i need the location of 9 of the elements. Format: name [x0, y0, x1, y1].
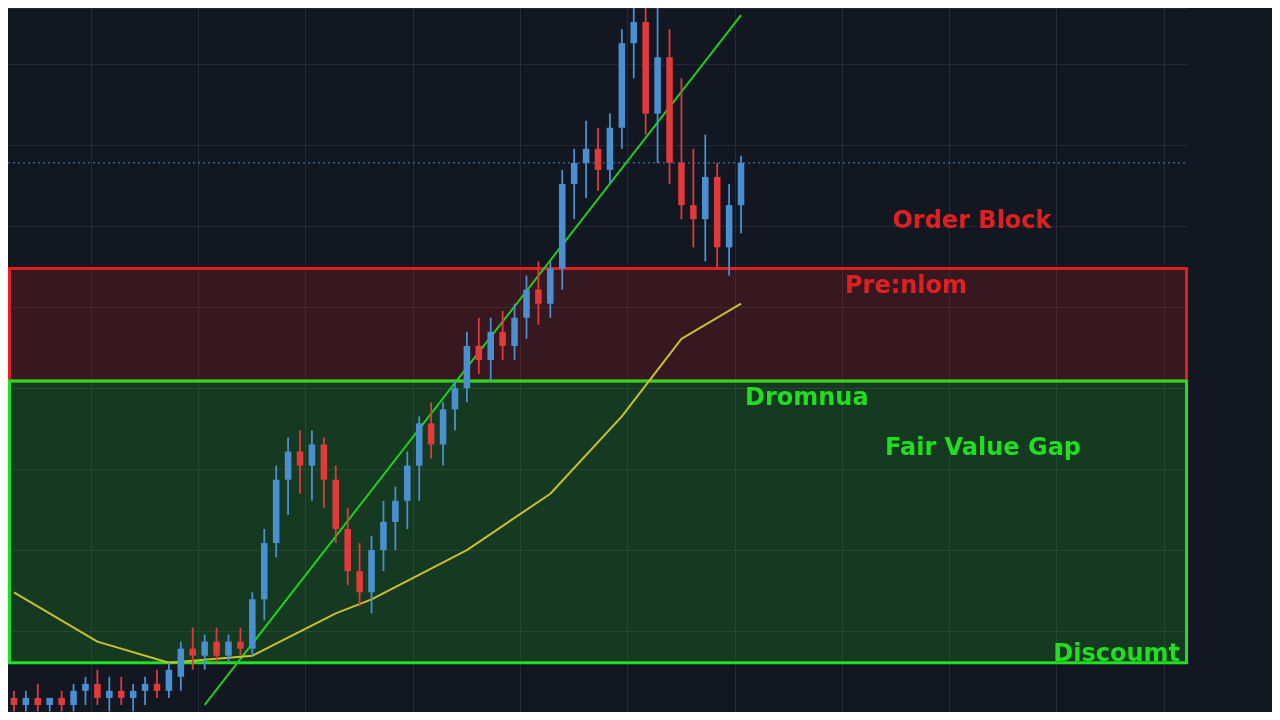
candlestick: [106, 676, 113, 712]
band-label: Dromnua: [745, 383, 869, 412]
annotation: Fair Value Gap: [884, 433, 1082, 462]
candlestick: [582, 120, 590, 199]
annotation: Order Block: [892, 206, 1053, 235]
candlestick: [690, 148, 697, 248]
annotation: Discoumt: [1053, 639, 1180, 668]
band-label: Pre:nlom: [844, 270, 968, 299]
candlestick: [189, 627, 197, 670]
